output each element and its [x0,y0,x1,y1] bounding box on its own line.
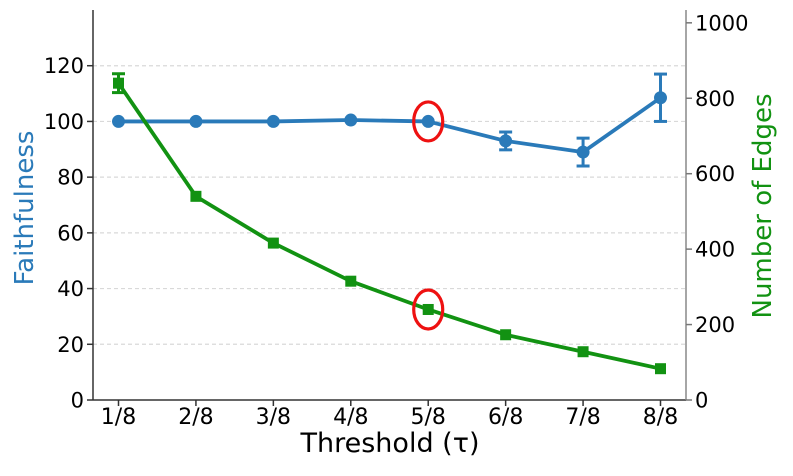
left-tick-label: 60 [57,221,84,245]
number-of-edges-marker [190,190,202,202]
right-tick-label: 400 [695,238,735,262]
number-of-edges-marker [500,329,512,341]
faithfulness-marker [189,114,203,128]
right-tick-label: 1000 [695,11,748,35]
left-tick-label: 120 [44,54,84,78]
x-tick-label: 2/8 [178,405,213,430]
number-of-edges-marker [655,363,666,375]
left-tick-label: 20 [57,333,84,357]
number-of-edges-marker [113,77,124,89]
x-tick-label: 1/8 [101,405,136,430]
highlight-ellipse [412,288,445,331]
left-tick-label: 80 [57,166,84,190]
right-y-axis-title: Number of Edges [748,93,778,319]
left-tick-label: 0 [71,389,84,413]
x-tick-label: 7/8 [565,405,600,430]
faithfulness-line [116,95,663,154]
number-of-edges-marker [422,303,434,315]
x-axis-title: Threshold (τ) [300,428,480,459]
x-tick-label: 4/8 [333,405,368,430]
right-tick-label: 200 [695,313,735,337]
number-of-edges-marker [267,237,279,249]
faithfulness-marker [421,114,435,128]
faithfulness-marker [499,134,513,148]
number-of-edges-line [116,81,663,371]
left-tick-label: 40 [57,277,84,301]
x-tick-label: 8/8 [643,405,678,430]
number-of-edges-marker [577,346,589,358]
right-tick-label: 0 [695,389,708,413]
faithfulness-marker [344,113,358,127]
left-y-axis-title: Faithfulness [10,130,40,286]
x-tick-label: 5/8 [411,405,446,430]
left-tick-label: 100 [44,110,84,134]
faithfulness-marker [112,114,125,128]
right-tick-label: 800 [695,87,735,111]
highlight-ellipse [412,100,445,143]
faithfulness-marker [266,114,280,128]
x-tick-label: 3/8 [256,405,291,430]
faithfulness-marker [576,145,590,159]
faithfulness-marker [654,91,667,105]
x-tick-label: 6/8 [488,405,523,430]
number-of-edges-marker [345,275,357,287]
right-tick-label: 600 [695,162,735,186]
